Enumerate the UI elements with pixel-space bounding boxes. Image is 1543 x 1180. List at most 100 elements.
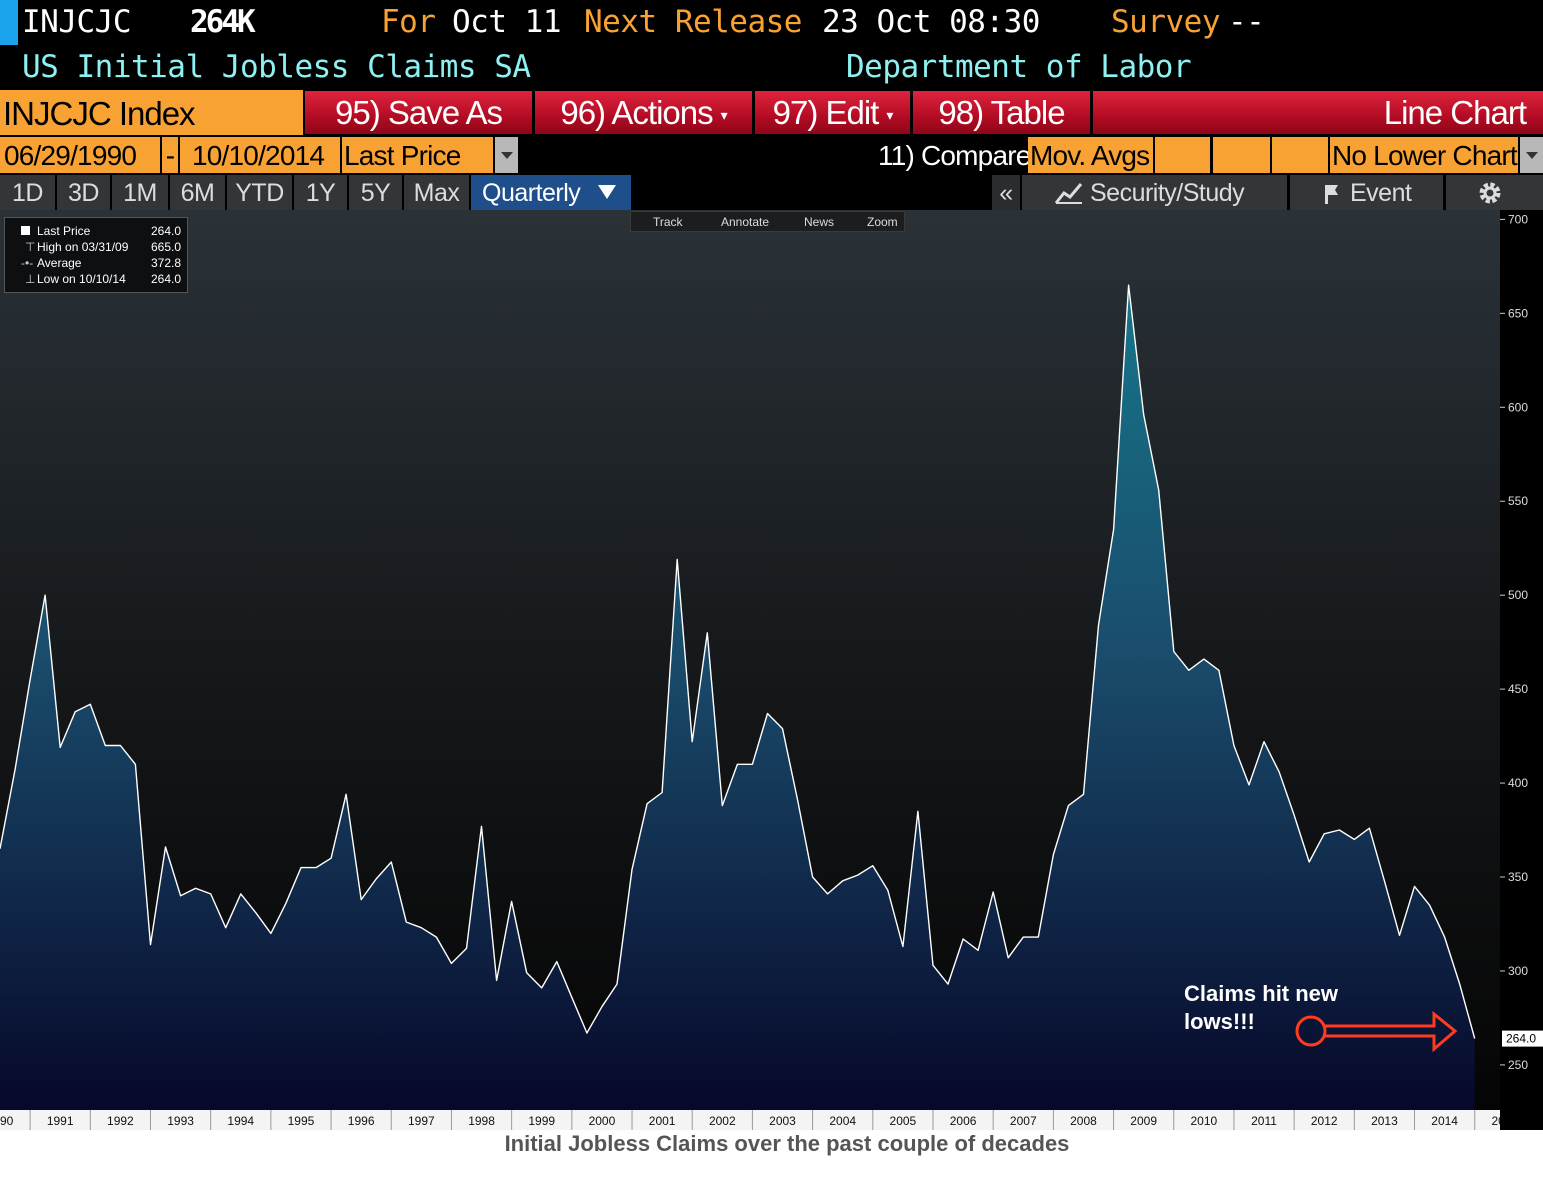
x-tick-label: 2015 (1491, 1114, 1518, 1128)
period-tab[interactable]: Max (404, 175, 469, 210)
save-as-button[interactable]: 95) Save As (305, 91, 532, 134)
y-tick-label: 600 (1508, 400, 1528, 414)
mov-avgs[interactable]: Mov. Avgs (1028, 137, 1153, 173)
compare-button[interactable]: 11) Compare (878, 140, 1031, 171)
x-tick-label: 1991 (47, 1114, 74, 1128)
series-group (0, 284, 1476, 1110)
y-tick-label: 700 (1508, 212, 1528, 226)
legend-label: Low on 10/10/14 (37, 272, 126, 286)
x-tick-label: 2004 (829, 1114, 856, 1128)
period-tab[interactable]: 6M (170, 175, 225, 210)
source: Department of Labor (846, 49, 1192, 85)
empty-field[interactable] (1213, 137, 1270, 173)
news-tool[interactable]: News (804, 215, 835, 229)
legend-value: 372.8 (150, 256, 181, 270)
x-tick-label: 1992 (107, 1114, 134, 1128)
x-tick-label: 1999 (528, 1114, 555, 1128)
line (0, 284, 1476, 1039)
y-axis: 250 300 350 400 450 500 550 600 650 700 264.0 (1500, 212, 1543, 1072)
legend-row: -•- Average 372.8 (11, 255, 181, 271)
track-tool[interactable]: Track (653, 215, 683, 229)
x-tick-label: 2011 (1251, 1114, 1277, 1128)
zoom-tool[interactable]: Zoom (867, 215, 898, 229)
lower-dropdown[interactable] (1520, 137, 1543, 173)
legend-label: Average (37, 256, 82, 270)
x-tick-label: 2014 (1431, 1114, 1458, 1128)
settings-button[interactable] (1446, 175, 1543, 210)
for-label: For (381, 4, 436, 40)
lower-chart[interactable]: No Lower Chart (1330, 137, 1518, 173)
x-tick-label: 1993 (167, 1114, 194, 1128)
x-tick-label: 2000 (589, 1114, 616, 1128)
chart-type[interactable]: Line Chart (1093, 91, 1543, 134)
legend-row: ⊤ High on 03/31/09 665.0 (11, 239, 181, 255)
y-tick-label: 650 (1508, 306, 1528, 320)
actions-button[interactable]: 96) Actions ▾ (535, 91, 752, 134)
empty-field[interactable] (1155, 137, 1210, 173)
empty-field[interactable] (1272, 137, 1328, 173)
frequency-label: Quarterly (482, 179, 581, 207)
annotation-arrow (1295, 1010, 1458, 1053)
focus-bar (0, 0, 18, 45)
x-tick-label: 2001 (649, 1114, 676, 1128)
ticker: INJCJC (22, 4, 131, 40)
edit-button[interactable]: 97) Edit ▾ (755, 91, 910, 134)
legend-box: Last Price 264.0 ⊤ High on 03/31/09 665.0 -… (4, 217, 188, 293)
x-tick-label: 1994 (227, 1114, 254, 1128)
security-name: US Initial Jobless Claims SA (22, 49, 531, 85)
event-button[interactable]: Event (1290, 175, 1443, 210)
price-field[interactable]: Last Price (342, 137, 493, 173)
for-date: Oct 11 (452, 4, 561, 40)
dropdown-caret (598, 185, 616, 199)
x-tick-label: 1990 (0, 1114, 14, 1128)
security-field[interactable]: INJCJC Index (0, 90, 303, 135)
button-label: 96) Actions (560, 94, 713, 131)
legend-value: 264.0 (150, 224, 181, 238)
x-tick-label: 1998 (468, 1114, 495, 1128)
table-button[interactable]: 98) Table (913, 91, 1090, 134)
x-tick-label: 2010 (1191, 1114, 1218, 1128)
last-value-label: 264.0 (1506, 1032, 1536, 1046)
x-tick-label: 2013 (1371, 1114, 1398, 1128)
annotation: Claims hit new lows!!! (1184, 981, 1339, 1034)
period-tab[interactable]: 1D (0, 175, 55, 210)
next-release-label: Next Release (584, 4, 802, 40)
survey-value: -- (1228, 4, 1265, 40)
y-tick-label: 250 (1508, 1058, 1528, 1072)
price-dropdown[interactable] (495, 137, 518, 173)
legend-value: 264.0 (150, 272, 181, 286)
collapse-button[interactable]: « (992, 175, 1020, 210)
start-date[interactable]: 06/29/1990 (0, 137, 160, 173)
legend-label: High on 03/31/09 (37, 240, 129, 254)
y-axis-bg (1500, 210, 1543, 1130)
end-date[interactable]: 10/10/2014 (180, 137, 340, 173)
x-tick-label: 2007 (1010, 1114, 1037, 1128)
next-release-date: 23 Oct 08:30 (822, 4, 1040, 40)
y-tick-label: 350 (1508, 870, 1528, 884)
event-label: Event (1350, 179, 1412, 207)
x-tick-label: 1996 (348, 1114, 375, 1128)
period-tab[interactable]: 1M (112, 175, 168, 210)
y-tick-label: 400 (1508, 776, 1528, 790)
y-tick-label: 550 (1508, 494, 1528, 508)
x-tick-label: 2006 (950, 1114, 977, 1128)
period-tab[interactable]: 1Y (294, 175, 347, 210)
frequency-tab[interactable]: Quarterly (471, 175, 631, 210)
period-tab[interactable]: 3D (57, 175, 110, 210)
annotate-tool[interactable]: Annotate (721, 215, 770, 229)
legend-value: 665.0 (150, 240, 181, 254)
dropdown-caret: ▾ (720, 106, 728, 123)
survey-label: Survey (1111, 4, 1220, 40)
x-tick-label: 2009 (1130, 1114, 1157, 1128)
period-tab[interactable]: 5Y (349, 175, 402, 210)
legend-icon: ⊥ (25, 272, 36, 286)
security-study-button[interactable]: Security/Study (1022, 175, 1287, 210)
y-tick-label: 300 (1508, 964, 1528, 978)
period-tab[interactable]: YTD (227, 175, 292, 210)
legend-icon: -•- (21, 256, 34, 270)
legend-label: Last Price (37, 224, 91, 238)
x-tick-label: 2002 (709, 1114, 736, 1128)
study-icon (1054, 183, 1083, 204)
event-icon (1325, 185, 1338, 204)
